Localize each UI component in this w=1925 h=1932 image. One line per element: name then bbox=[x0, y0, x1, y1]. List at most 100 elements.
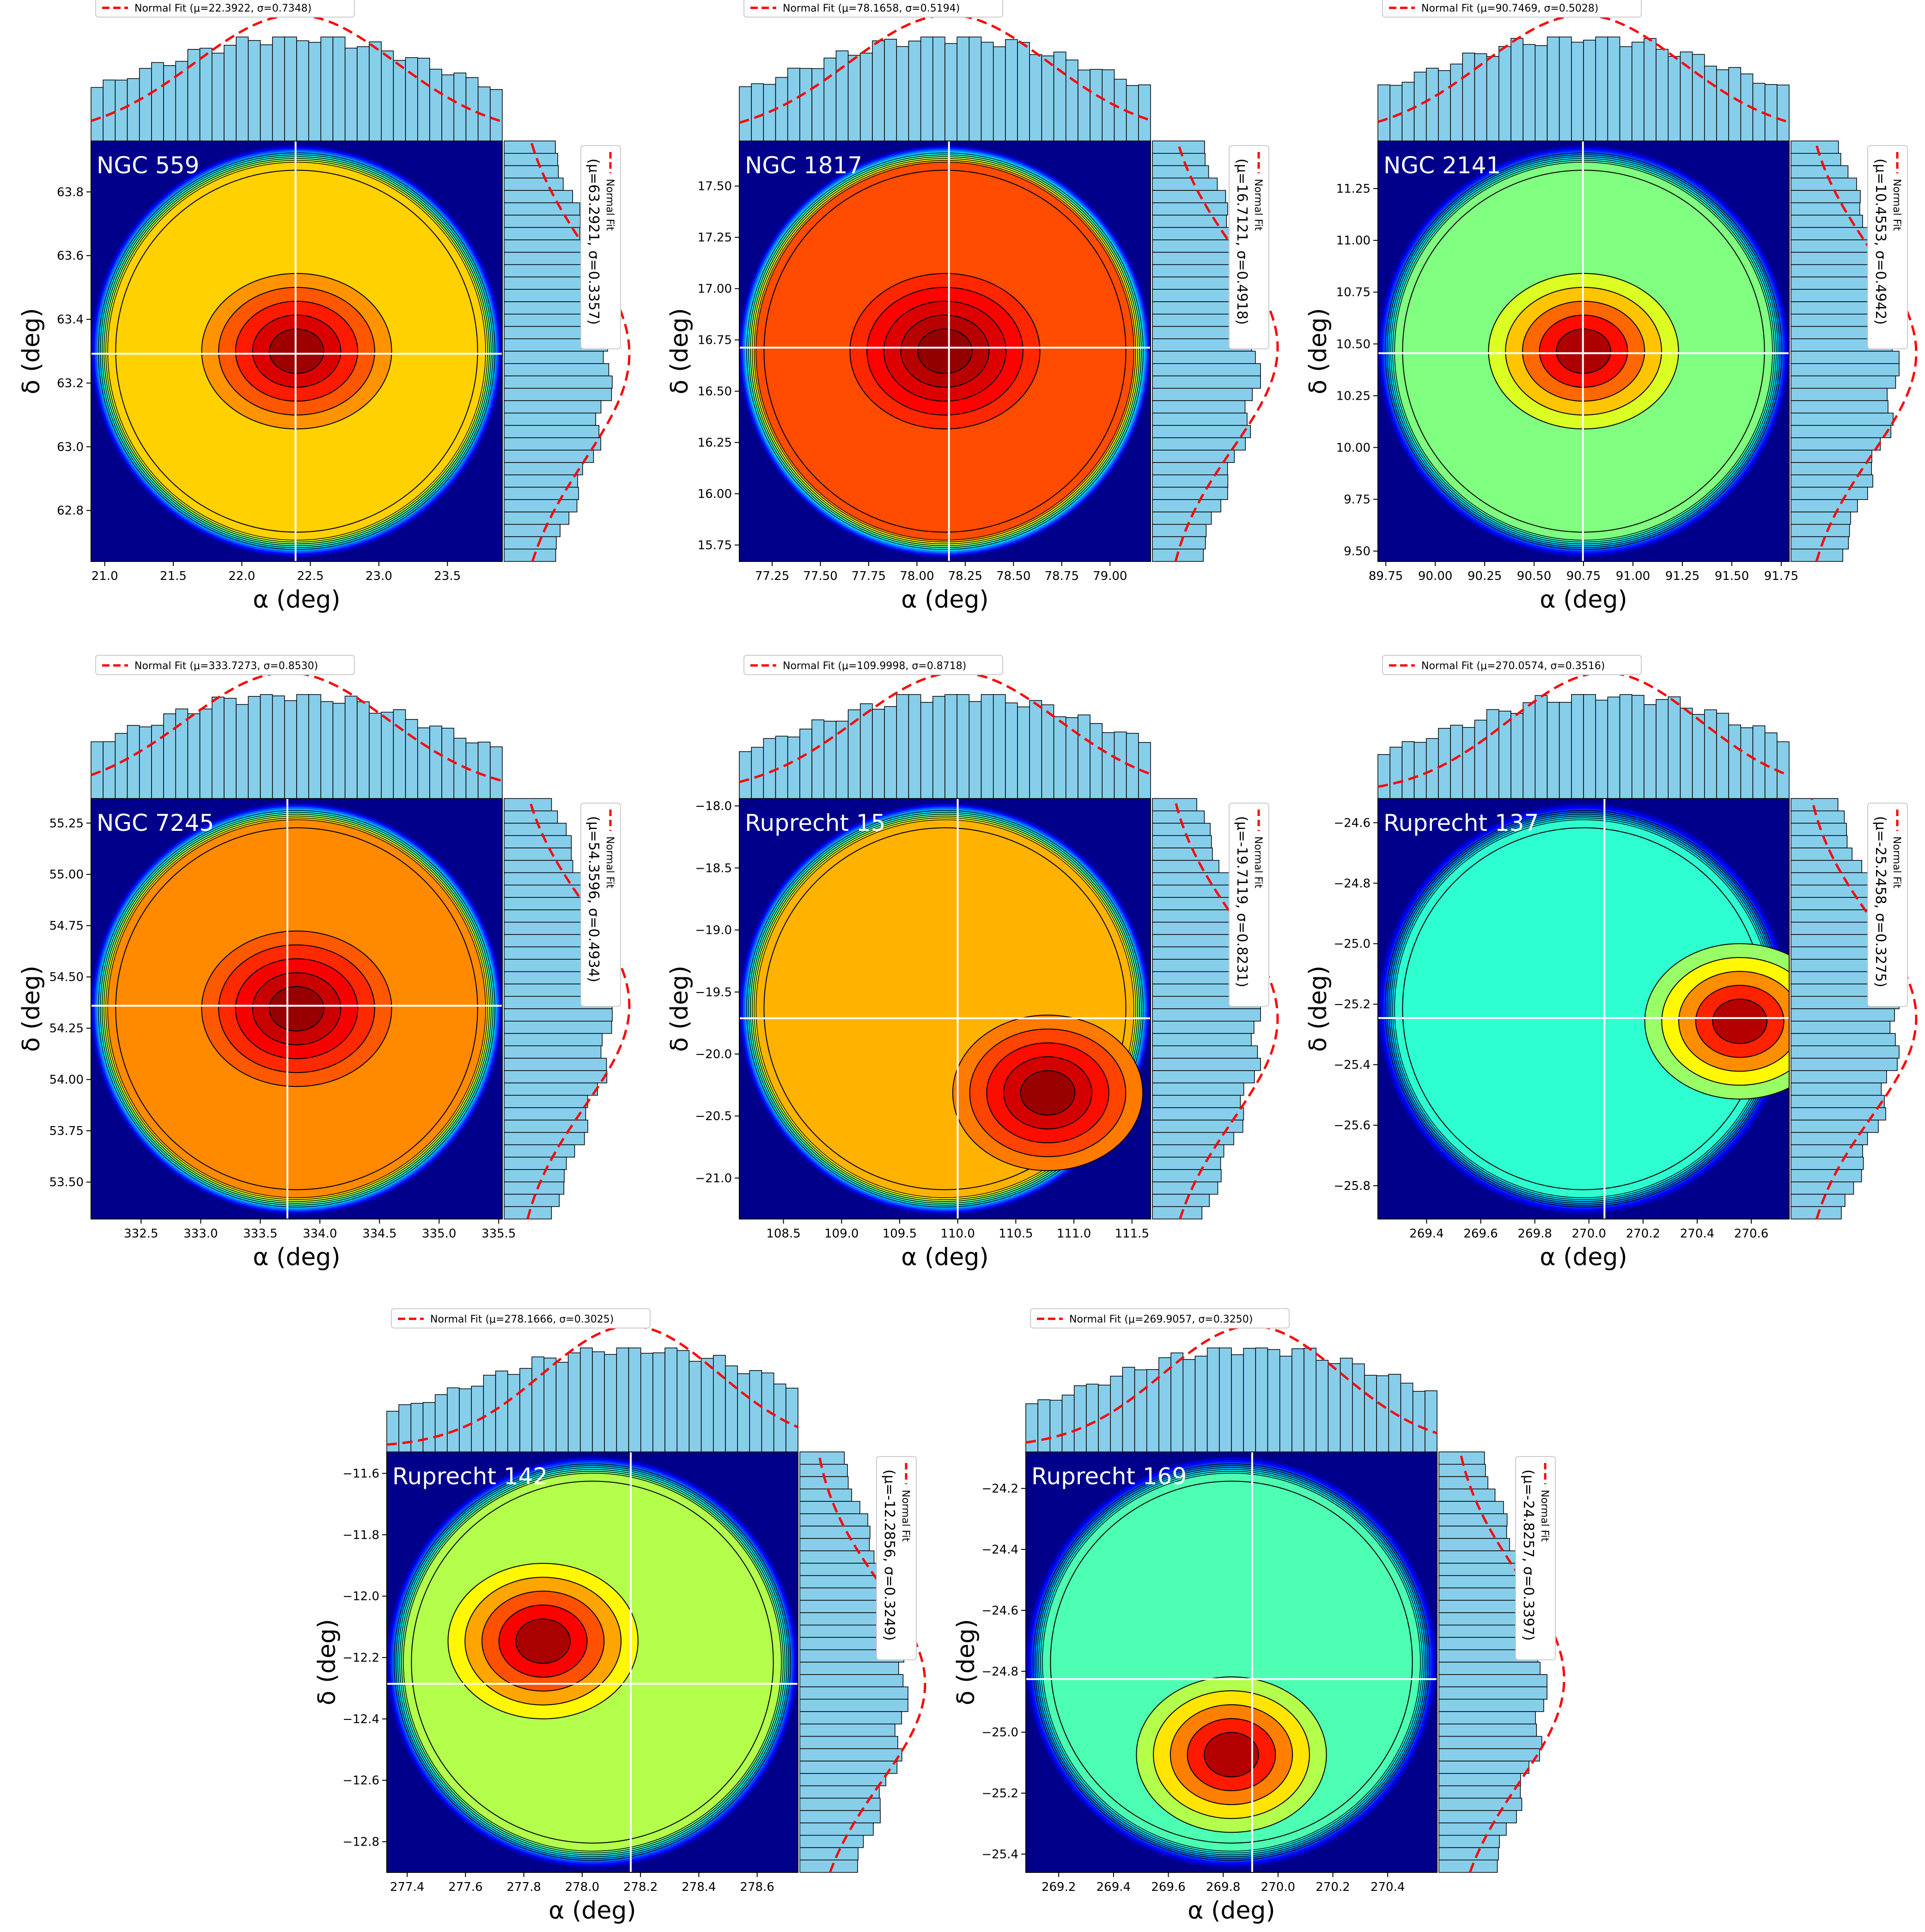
density-peak-contour bbox=[883, 300, 1007, 402]
top-histogram-bar bbox=[531, 1356, 545, 1452]
y-tick-label: 63.6 bbox=[57, 249, 84, 263]
x-tick-label: 270.2 bbox=[1626, 1227, 1660, 1241]
x-tick-label: 270.6 bbox=[1734, 1227, 1768, 1241]
density-ring bbox=[105, 160, 488, 542]
right-histogram-bar bbox=[799, 1711, 902, 1725]
right-histogram-bar bbox=[504, 474, 578, 488]
y-tick-label: −12.8 bbox=[342, 1835, 379, 1849]
top-histogram-bar bbox=[580, 1347, 593, 1452]
density-ring bbox=[750, 814, 1140, 1204]
right-histogram-bar bbox=[1152, 1070, 1255, 1084]
top-histogram-bar bbox=[1206, 1347, 1220, 1452]
top-histogram-bar bbox=[1041, 55, 1054, 141]
right-histogram-bar bbox=[1152, 823, 1211, 836]
top-histogram-bar bbox=[507, 1374, 520, 1452]
right-histogram-bar bbox=[799, 1637, 908, 1650]
top-histogram-bar bbox=[284, 37, 297, 141]
density-ring bbox=[754, 160, 1136, 542]
top-histogram-bar bbox=[1462, 727, 1475, 799]
top-histogram-bar bbox=[1086, 1383, 1099, 1452]
right-histogram-bar bbox=[1152, 934, 1253, 947]
right-histogram-bar bbox=[799, 1761, 898, 1774]
top-histogram-bar bbox=[1631, 42, 1645, 141]
top-legend-label: Normal Fit (μ=278.1666, σ=0.3025) bbox=[430, 1314, 614, 1325]
top-histogram-bar bbox=[811, 719, 824, 799]
right-histogram-bar bbox=[504, 437, 601, 451]
top-histogram-bar bbox=[151, 725, 164, 799]
right-histogram-bar bbox=[1791, 474, 1873, 488]
y-tick-label: 9.75 bbox=[1344, 493, 1371, 507]
x-tick-label: 77.50 bbox=[803, 569, 837, 583]
right-legend-label: (μ=16.7121, σ=0.4918) bbox=[1234, 158, 1250, 325]
right-histogram-bar bbox=[504, 338, 608, 352]
top-histogram-bar bbox=[296, 40, 309, 141]
right-histogram-bar bbox=[1438, 1501, 1504, 1514]
top-histogram-bar bbox=[1090, 69, 1103, 141]
top-histogram-bar bbox=[459, 1388, 472, 1452]
top-histogram-bar bbox=[1061, 1395, 1075, 1452]
right-histogram-bar bbox=[1791, 140, 1839, 154]
density-ring bbox=[107, 819, 486, 1198]
right-histogram-bar bbox=[1791, 363, 1900, 377]
x-tick-label: 277.8 bbox=[506, 1880, 541, 1894]
top-histogram-bar bbox=[1110, 1376, 1123, 1452]
x-tick-label: 332.5 bbox=[124, 1227, 158, 1241]
top-histogram-bar bbox=[1668, 696, 1681, 799]
right-histogram-bar bbox=[799, 1587, 892, 1601]
right-histogram-bar bbox=[504, 934, 603, 947]
right-histogram-bar bbox=[1791, 239, 1882, 253]
top-histogram-bar bbox=[1243, 1347, 1256, 1452]
top-histogram-bar bbox=[640, 1353, 653, 1452]
right-histogram-bar bbox=[1152, 202, 1228, 216]
right-histogram-bar bbox=[504, 487, 579, 500]
top-histogram-bar bbox=[1583, 40, 1596, 141]
right-histogram-bar bbox=[1791, 264, 1880, 278]
y-tick-label: 63.2 bbox=[57, 377, 84, 390]
right-histogram-bar bbox=[1791, 1194, 1846, 1207]
right-histogram-bar bbox=[1152, 835, 1212, 848]
top-histogram-bar bbox=[163, 713, 176, 799]
right-histogram-bar bbox=[1791, 388, 1888, 401]
top-histogram-bar bbox=[175, 708, 189, 799]
top-histogram-bar bbox=[1631, 695, 1645, 799]
right-histogram-bar bbox=[1152, 177, 1218, 191]
top-histogram-bar bbox=[344, 48, 358, 141]
density-ring bbox=[739, 803, 1151, 1214]
top-histogram-bar bbox=[1425, 1390, 1438, 1452]
density-peak-contour bbox=[917, 328, 973, 374]
right-histogram-bar bbox=[1152, 214, 1227, 228]
top-histogram-bar bbox=[1595, 37, 1608, 141]
top-histogram-bar bbox=[884, 39, 897, 141]
heatmap-background bbox=[387, 1452, 798, 1872]
top-histogram-bar bbox=[1377, 754, 1390, 799]
right-histogram-bar bbox=[1438, 1724, 1537, 1737]
right-histogram-bar bbox=[1152, 909, 1234, 923]
heatmap-background bbox=[739, 141, 1151, 561]
x-tick-label: 78.00 bbox=[900, 569, 934, 583]
right-histogram-bar bbox=[1152, 140, 1205, 154]
top-histogram-bar bbox=[616, 1347, 629, 1452]
density-ring bbox=[1378, 146, 1789, 557]
top-histogram-bar bbox=[1352, 1363, 1365, 1452]
top-histogram-bar bbox=[1413, 72, 1427, 141]
density-ring bbox=[102, 156, 492, 546]
right-histogram-bar bbox=[1791, 811, 1845, 824]
top-histogram-bar bbox=[847, 55, 861, 141]
right-histogram-bar bbox=[504, 835, 572, 848]
right-histogram-bar bbox=[1152, 165, 1209, 179]
right-histogram-bar bbox=[504, 165, 559, 179]
right-histogram-bar bbox=[799, 1724, 895, 1737]
y-tick-label: 63.8 bbox=[57, 185, 84, 199]
density-ring bbox=[746, 152, 1144, 550]
density-ring bbox=[743, 807, 1147, 1211]
y-tick-label: 17.25 bbox=[698, 231, 732, 245]
right-histogram-bar bbox=[1791, 1045, 1900, 1059]
right-histogram-bar bbox=[1791, 872, 1870, 886]
top-histogram-bar bbox=[872, 40, 885, 141]
top-histogram-bar bbox=[1486, 709, 1499, 799]
axes-frame bbox=[91, 798, 503, 1219]
right-histogram-bar bbox=[799, 1785, 880, 1799]
top-histogram-bar bbox=[1267, 1349, 1280, 1452]
right-histogram-bar bbox=[1152, 946, 1255, 960]
right-histogram-bar bbox=[1152, 1082, 1244, 1096]
